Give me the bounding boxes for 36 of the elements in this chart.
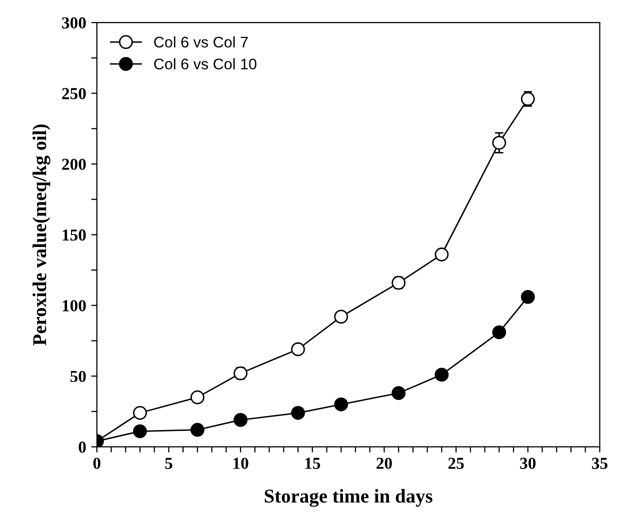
point xyxy=(291,342,305,356)
point xyxy=(520,92,535,106)
legend-label: Col 6 vs Col 10 xyxy=(154,58,256,70)
x-tick-label: 10 xyxy=(234,458,248,469)
point xyxy=(392,386,406,400)
point xyxy=(434,248,449,262)
x-tick-label: 25 xyxy=(448,458,464,469)
point xyxy=(291,406,305,420)
point xyxy=(190,422,204,437)
point xyxy=(334,310,348,324)
y-tick-label: 200 xyxy=(62,158,86,170)
x-tick-label: 0 xyxy=(93,458,100,469)
point xyxy=(434,368,449,382)
x-tick-label: 15 xyxy=(305,458,320,469)
point xyxy=(190,390,204,404)
y-tick-label: 150 xyxy=(62,229,86,241)
y-axis-title: Peroxide value(meq/kg oil) xyxy=(32,124,50,346)
point xyxy=(334,397,348,412)
y-tick-label: 300 xyxy=(62,17,86,29)
point xyxy=(133,424,147,438)
x-tick-label: 35 xyxy=(592,458,608,469)
point xyxy=(520,290,535,304)
point xyxy=(492,325,506,340)
point xyxy=(234,413,248,427)
x-tick-label: 5 xyxy=(165,458,172,469)
x-tick-label: 30 xyxy=(520,458,536,469)
legend-label: Col 6 vs Col 7 xyxy=(154,36,248,48)
point xyxy=(492,136,506,150)
y-tick-label: 0 xyxy=(78,442,86,453)
x-axis-title: Storage time in days xyxy=(264,489,432,507)
y-tick-label: 250 xyxy=(62,88,86,100)
y-tick-label: 50 xyxy=(70,370,86,382)
x-tick-label: 20 xyxy=(376,458,392,469)
point xyxy=(133,406,147,420)
y-tick-label: 100 xyxy=(62,300,86,312)
point xyxy=(392,276,406,290)
